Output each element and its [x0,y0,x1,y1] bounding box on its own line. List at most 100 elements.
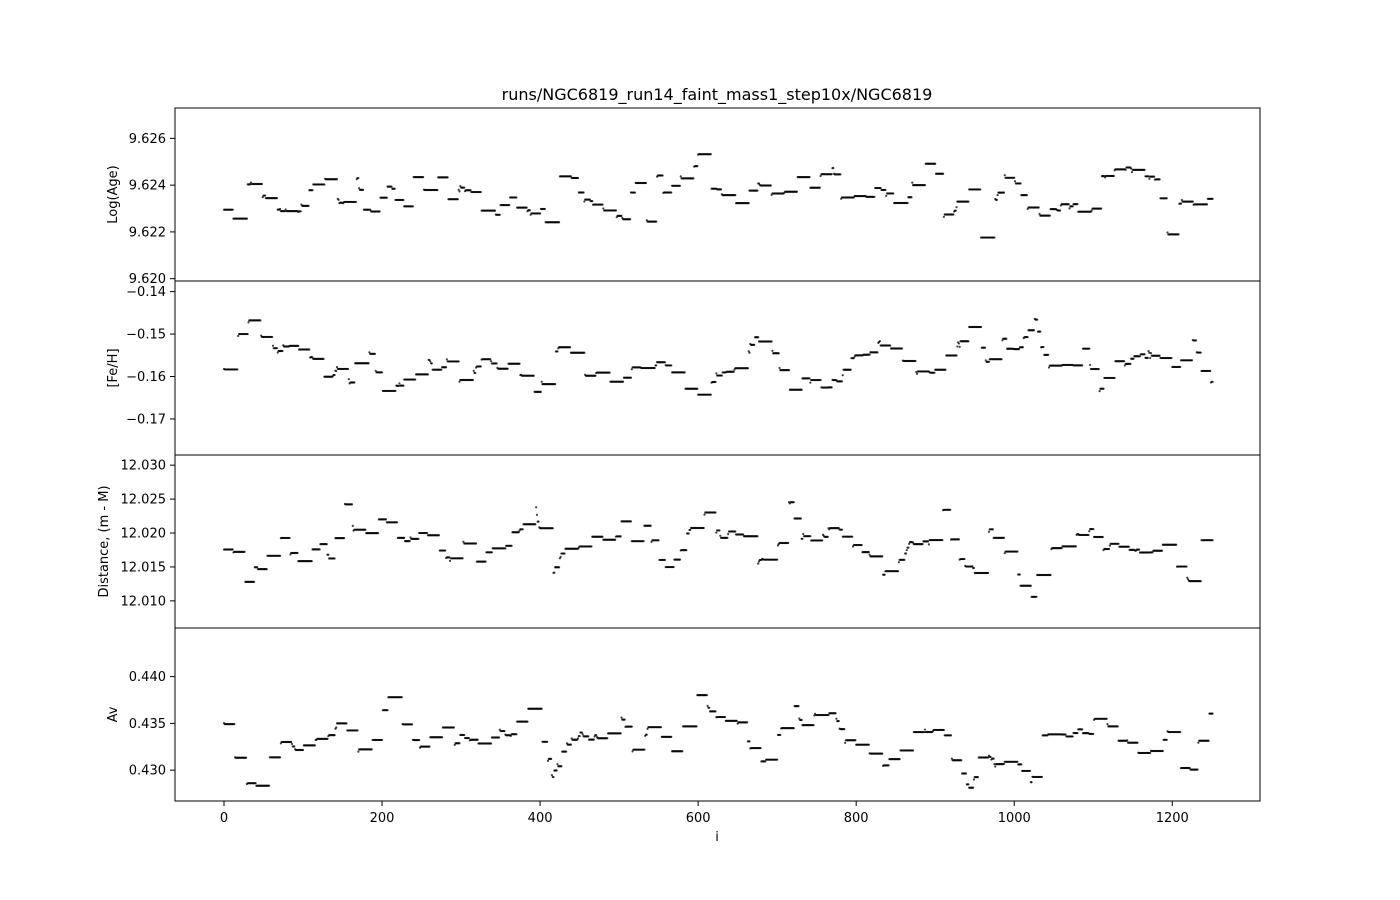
data-point [565,750,568,753]
data-point [732,370,735,373]
data-point [560,765,563,768]
data-point [753,343,756,346]
data-point [989,755,992,758]
data-point [498,213,501,216]
data-point [526,720,529,723]
data-point [960,759,963,762]
data-point [747,202,750,205]
data-point [346,367,350,371]
data-point [543,207,546,211]
data-point [719,188,723,191]
data-point [236,368,239,371]
data-point [525,206,528,209]
y-axis-label: Log(Age) [106,165,121,224]
data-point [506,367,509,370]
data-point [378,210,381,213]
data-point [955,206,958,209]
data-point [734,530,737,533]
data-point [335,726,338,729]
data-point [275,197,279,200]
data-point [428,745,431,748]
data-point [263,194,267,197]
data-point [281,349,284,353]
data-point [1147,350,1150,353]
data-point [630,368,633,371]
data-point [720,374,723,377]
data-point [972,786,975,789]
data-point [518,362,521,365]
data-point [528,209,531,212]
data-point [1017,348,1021,351]
data-point [445,358,448,361]
data-point [256,566,259,569]
data-point [515,196,518,199]
data-point [1146,356,1149,359]
data-point [908,542,911,545]
data-point [900,347,904,350]
data-point [231,208,234,211]
data-point [601,535,604,538]
data-point [1088,530,1091,533]
data-point [757,336,760,339]
data-point [1106,723,1109,726]
data-point [322,357,325,360]
data-point [649,524,652,527]
y-tick-label: 9.620 [129,272,166,287]
data-point [972,778,976,781]
data-point [540,380,543,383]
data-point [569,175,573,178]
data-point [1028,769,1032,773]
data-point [335,369,338,373]
data-point [386,709,389,712]
data-point [787,369,791,372]
panel-4-markers [222,694,1214,789]
data-point [452,726,456,729]
data-point [770,340,773,343]
data-point [769,184,772,187]
data-point [1013,180,1017,183]
data-point [795,190,799,193]
data-point [508,203,511,207]
data-point [800,388,803,391]
data-point [546,759,550,762]
data-point [706,704,709,707]
data-point [1199,351,1202,354]
data-point [819,174,822,178]
data-point [692,177,695,180]
y-tick-label: 12.015 [121,560,167,575]
data-point [689,528,692,532]
data-point [326,737,329,740]
data-point [678,184,682,187]
data-point [1092,527,1095,531]
data-point [1179,365,1182,369]
data-point [444,366,448,369]
data-point [569,346,572,349]
data-point [247,321,250,324]
data-point [685,549,688,552]
data-point [1194,339,1198,342]
data-point [546,740,549,743]
data-point [1098,390,1101,393]
data-point [879,186,882,190]
data-point [1049,573,1052,577]
data-point [903,558,906,561]
data-point [907,546,910,549]
data-point [509,734,512,737]
data-point [1071,205,1074,208]
data-point [896,570,900,573]
data-point [245,756,248,759]
data-point [883,573,886,576]
data-point [347,378,350,381]
data-point [873,195,876,198]
data-point [1175,543,1178,546]
data-point [661,174,664,177]
data-point [1160,549,1164,552]
data-point [495,362,498,365]
data-point [335,178,339,181]
data-point [246,332,249,336]
panel-2-markers [222,317,1214,396]
data-point [370,748,373,751]
data-point [467,736,471,740]
data-point [1032,329,1036,332]
data-point [942,215,946,218]
